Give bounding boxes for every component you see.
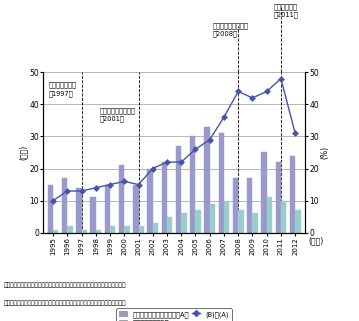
Text: 資料：経済産業省「企業活動基本調査」「海外事業活動基本調査」から作成。: 資料：経済産業省「企業活動基本調査」「海外事業活動基本調査」から作成。 xyxy=(4,300,126,306)
Bar xyxy=(167,217,172,233)
Bar xyxy=(295,210,300,233)
Text: アジア通貨危機
（1997）: アジア通貨危機 （1997） xyxy=(49,82,77,97)
Bar xyxy=(190,136,196,233)
Bar xyxy=(139,226,144,233)
Bar xyxy=(119,165,124,233)
Bar xyxy=(76,188,81,233)
Bar xyxy=(176,146,181,233)
Bar xyxy=(110,226,116,233)
Bar xyxy=(153,223,158,233)
Bar xyxy=(104,185,110,233)
Bar xyxy=(204,127,210,233)
Bar xyxy=(281,201,286,233)
Bar xyxy=(233,178,238,233)
Bar xyxy=(247,178,252,233)
Text: (年度): (年度) xyxy=(309,236,324,245)
Bar xyxy=(224,201,229,233)
Y-axis label: (兆円): (兆円) xyxy=(19,145,28,160)
Bar xyxy=(53,230,59,233)
Text: 米国ＩＴバブル崩壊
（2001）: 米国ＩＴバブル崩壊 （2001） xyxy=(100,108,136,122)
Bar xyxy=(133,185,139,233)
Bar xyxy=(275,162,281,233)
Y-axis label: (%): (%) xyxy=(321,146,330,159)
Bar xyxy=(290,156,295,233)
Bar xyxy=(210,204,215,233)
Bar xyxy=(48,185,53,233)
Text: リーマン・ショック
（2008）: リーマン・ショック （2008） xyxy=(213,22,248,37)
Bar xyxy=(181,213,187,233)
Bar xyxy=(261,152,267,233)
Bar xyxy=(62,178,67,233)
Bar xyxy=(252,213,258,233)
Bar xyxy=(238,210,244,233)
Bar xyxy=(219,133,224,233)
Text: 備考：国内に立地している企業とは企業活動基本調査の対象企業で集計した。: 備考：国内に立地している企業とは企業活動基本調査の対象企業で集計した。 xyxy=(4,282,126,288)
Text: 東日本大震災
（2011）: 東日本大震災 （2011） xyxy=(274,3,299,18)
Bar xyxy=(196,210,201,233)
Bar xyxy=(81,230,87,233)
Bar xyxy=(147,169,153,233)
Legend: 国内に立地している企業（A）, 海外現地法人（B）, (B)／(A): 国内に立地している企業（A）, 海外現地法人（B）, (B)／(A) xyxy=(116,308,232,321)
Bar xyxy=(96,230,101,233)
Bar xyxy=(162,162,167,233)
Bar xyxy=(267,197,272,233)
Bar xyxy=(124,226,130,233)
Bar xyxy=(90,197,96,233)
Bar xyxy=(67,226,73,233)
